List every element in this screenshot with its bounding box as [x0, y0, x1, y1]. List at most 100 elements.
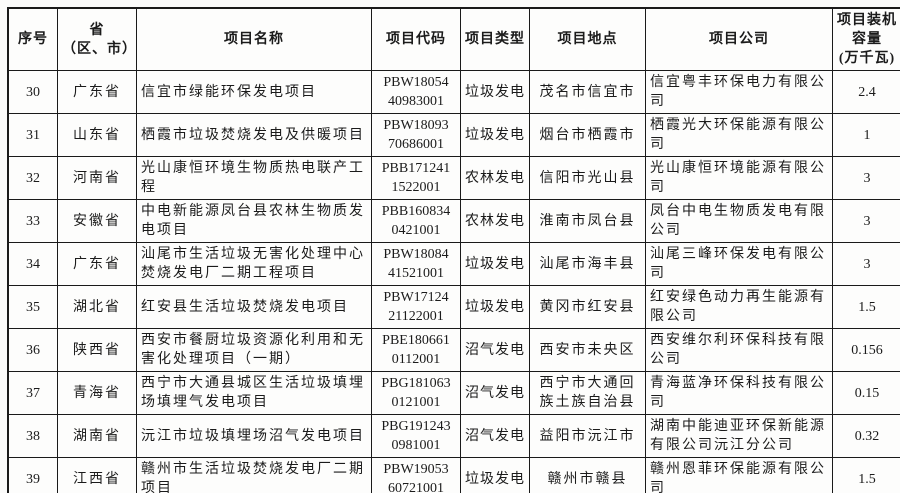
cell-project-name: 红安县生活垃圾焚烧发电项目 — [136, 285, 372, 329]
cell-project-type: 农林发电 — [460, 199, 530, 243]
table-row: 30 广东省 信宜市绿能环保发电项目 PBW18054 40983001 垃圾发电 茂名市… — [7, 70, 900, 114]
column-header-serial: 序号 — [7, 7, 58, 71]
column-header-location: 项目地点 — [529, 7, 646, 71]
cell-project-company: 西安维尔利环保科技有限公司 — [645, 328, 833, 372]
cell-project-name: 西宁市大通县城区生活垃圾填埋场填埋气发电项目 — [136, 371, 372, 415]
cell-project-type: 垃圾发电 — [460, 242, 530, 286]
cell-project-type: 沼气发电 — [460, 414, 530, 458]
cell-project-name: 汕尾市生活垃圾无害化处理中心焚烧发电厂二期工程项目 — [136, 242, 372, 286]
table-row: 31 山东省 栖霞市垃圾焚烧发电及供暖项目 PBW18093 70686001 垃圾发电… — [7, 113, 900, 157]
cell-project-location: 汕尾市海丰县 — [529, 242, 646, 286]
cell-project-type: 垃圾发电 — [460, 285, 530, 329]
cell-project-code: PBG191243 0981001 — [371, 414, 461, 458]
cell-project-location: 黄冈市红安县 — [529, 285, 646, 329]
cell-project-location: 茂名市信宜市 — [529, 70, 646, 114]
cell-project-company: 信宜粤丰环保电力有限公司 — [645, 70, 833, 114]
cell-province: 青海省 — [57, 371, 137, 415]
cell-province: 湖南省 — [57, 414, 137, 458]
cell-province: 江西省 — [57, 457, 137, 493]
table-row: 39 江西省 赣州市生活垃圾焚烧发电厂二期项目 PBW19053 60721001 垃圾… — [7, 457, 900, 493]
cell-province: 广东省 — [57, 242, 137, 286]
cell-serial: 39 — [7, 457, 58, 493]
column-header-company: 项目公司 — [645, 7, 833, 71]
table-row: 32 河南省 光山康恒环境生物质热电联产工程 PBB171241 1522001 农林发… — [7, 156, 900, 200]
cell-serial: 31 — [7, 113, 58, 157]
cell-project-type: 沼气发电 — [460, 371, 530, 415]
table-row: 38 湖南省 沅江市垃圾填埋场沼气发电项目 PBG191243 0981001 沼气发电… — [7, 414, 900, 458]
cell-project-code: PBW18084 41521001 — [371, 242, 461, 286]
cell-province: 安徽省 — [57, 199, 137, 243]
column-header-capacity: 项目装机容量 (万千瓦) — [832, 7, 900, 71]
cell-project-code: PBB171241 1522001 — [371, 156, 461, 200]
table-row: 35 湖北省 红安县生活垃圾焚烧发电项目 PBW17124 21122001 垃圾发电黄… — [7, 285, 900, 329]
cell-serial: 30 — [7, 70, 58, 114]
cell-capacity: 1.5 — [832, 285, 900, 329]
cell-serial: 34 — [7, 242, 58, 286]
cell-project-type: 垃圾发电 — [460, 457, 530, 493]
column-header-type: 项目类型 — [460, 7, 530, 71]
table-row: 33 安徽省 中电新能源凤台县农林生物质发电项目 PBB160834 0421001 农… — [7, 199, 900, 243]
cell-capacity: 2.4 — [832, 70, 900, 114]
cell-project-location: 益阳市沅江市 — [529, 414, 646, 458]
cell-capacity: 3 — [832, 156, 900, 200]
cell-project-code: PBW19053 60721001 — [371, 457, 461, 493]
cell-project-name: 赣州市生活垃圾焚烧发电厂二期项目 — [136, 457, 372, 493]
cell-project-type: 垃圾发电 — [460, 113, 530, 157]
cell-project-code: PBE180661 0112001 — [371, 328, 461, 372]
cell-project-location: 淮南市凤台县 — [529, 199, 646, 243]
cell-project-company: 栖霞光大环保能源有限公司 — [645, 113, 833, 157]
cell-province: 广东省 — [57, 70, 137, 114]
cell-province: 陕西省 — [57, 328, 137, 372]
cell-project-company: 汕尾三峰环保发电有限公司 — [645, 242, 833, 286]
cell-capacity: 3 — [832, 242, 900, 286]
cell-project-company: 湖南中能迪亚环保新能源有限公司沅江分公司 — [645, 414, 833, 458]
cell-serial: 35 — [7, 285, 58, 329]
table-row: 37 青海省 西宁市大通县城区生活垃圾填埋场填埋气发电项目 PBG181063 012… — [7, 371, 900, 415]
table-row: 34 广东省 汕尾市生活垃圾无害化处理中心焚烧发电厂二期工程项目 PBW18084 4… — [7, 242, 900, 286]
column-header-province: 省 （区、市） — [57, 7, 137, 71]
cell-project-company: 光山康恒环境能源有限公司 — [645, 156, 833, 200]
cell-project-code: PBW17124 21122001 — [371, 285, 461, 329]
cell-project-company: 凤台中电生物质发电有限公司 — [645, 199, 833, 243]
cell-project-name: 栖霞市垃圾焚烧发电及供暖项目 — [136, 113, 372, 157]
cell-project-type: 沼气发电 — [460, 328, 530, 372]
cell-serial: 38 — [7, 414, 58, 458]
cell-project-location: 烟台市栖霞市 — [529, 113, 646, 157]
cell-project-name: 西安市餐厨垃圾资源化利用和无害化处理项目（一期） — [136, 328, 372, 372]
projects-table: 序号 省 （区、市） 项目名称 项目代码 项目类型 项目地点 项目公司 项目装机… — [7, 7, 900, 493]
table-header: 序号 省 （区、市） 项目名称 项目代码 项目类型 项目地点 项目公司 项目装机… — [7, 7, 900, 71]
cell-project-code: PBB160834 0421001 — [371, 199, 461, 243]
cell-capacity: 3 — [832, 199, 900, 243]
column-header-name: 项目名称 — [136, 7, 372, 71]
cell-project-location: 西宁市大通回族土族自治县 — [529, 371, 646, 415]
cell-project-location: 西安市未央区 — [529, 328, 646, 372]
cell-project-type: 农林发电 — [460, 156, 530, 200]
cell-province: 山东省 — [57, 113, 137, 157]
cell-project-company: 红安绿色动力再生能源有限公司 — [645, 285, 833, 329]
cell-serial: 37 — [7, 371, 58, 415]
table-row: 36 陕西省 西安市餐厨垃圾资源化利用和无害化处理项目（一期） PBE180661 0… — [7, 328, 900, 372]
cell-project-name: 中电新能源凤台县农林生物质发电项目 — [136, 199, 372, 243]
header-row: 序号 省 （区、市） 项目名称 项目代码 项目类型 项目地点 项目公司 项目装机… — [7, 7, 900, 71]
cell-project-location: 赣州市赣县 — [529, 457, 646, 493]
cell-project-code: PBW18054 40983001 — [371, 70, 461, 114]
cell-project-type: 垃圾发电 — [460, 70, 530, 114]
cell-serial: 33 — [7, 199, 58, 243]
cell-capacity: 0.15 — [832, 371, 900, 415]
cell-project-company: 青海蓝净环保科技有限公司 — [645, 371, 833, 415]
cell-project-name: 沅江市垃圾填埋场沼气发电项目 — [136, 414, 372, 458]
cell-serial: 32 — [7, 156, 58, 200]
cell-province: 湖北省 — [57, 285, 137, 329]
cell-capacity: 0.156 — [832, 328, 900, 372]
cell-capacity: 1.5 — [832, 457, 900, 493]
column-header-code: 项目代码 — [371, 7, 461, 71]
cell-project-location: 信阳市光山县 — [529, 156, 646, 200]
cell-serial: 36 — [7, 328, 58, 372]
cell-project-code: PBW18093 70686001 — [371, 113, 461, 157]
cell-project-company: 赣州恩菲环保能源有限公司 — [645, 457, 833, 493]
cell-capacity: 0.32 — [832, 414, 900, 458]
cell-project-name: 信宜市绿能环保发电项目 — [136, 70, 372, 114]
cell-capacity: 1 — [832, 113, 900, 157]
cell-province: 河南省 — [57, 156, 137, 200]
